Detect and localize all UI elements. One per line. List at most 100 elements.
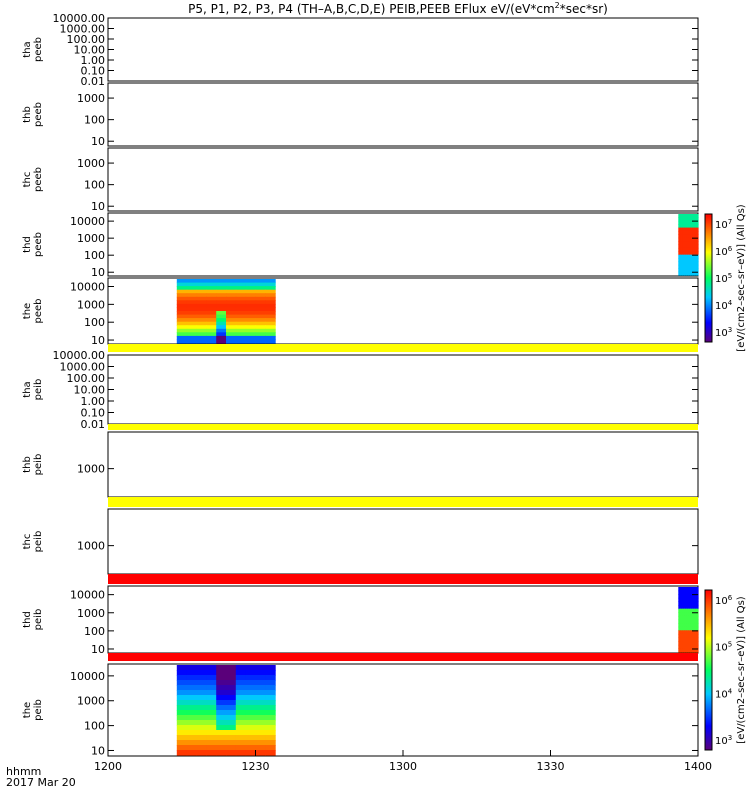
spectrogram-cell <box>226 286 237 291</box>
spectrogram-cell <box>265 685 276 691</box>
spectrogram-cell <box>696 251 699 256</box>
spectrogram-cell <box>692 214 695 218</box>
spectrogram-cell <box>226 675 237 681</box>
spectrogram-cell <box>206 335 217 341</box>
fill-flag-bar <box>108 424 698 430</box>
colorbar-tick-label: 103 <box>715 734 732 747</box>
spectrogram-cell <box>686 594 689 599</box>
y-tick-label: 10 <box>91 135 105 148</box>
spectrogram-cell <box>245 670 257 676</box>
spectrogram-cell <box>684 227 687 232</box>
spectrogram-cell <box>206 325 217 330</box>
spectrogram-cell <box>684 615 687 621</box>
spectrogram-cell <box>265 321 276 326</box>
figure-title: P5, P1, P2, P3, P4 (TH–A,B,C,D,E) PEIB,P… <box>188 1 608 16</box>
spectrogram-cell <box>692 590 695 595</box>
spectrogram-cell <box>176 303 188 309</box>
spectrogram-cell <box>226 318 237 323</box>
spectrogram-cell <box>226 740 237 746</box>
spectrogram-cell <box>692 597 695 602</box>
spectrogram-cell <box>690 619 693 624</box>
spectrogram-cell <box>235 332 247 337</box>
spectrogram-cell <box>196 279 207 284</box>
spectrogram-cell <box>226 328 237 333</box>
spectrogram-cell <box>226 314 237 319</box>
spectrogram-cell <box>696 648 699 653</box>
spectrogram-cell <box>694 623 697 628</box>
spectrogram-cell <box>226 307 237 312</box>
spectrogram-cell <box>255 318 266 323</box>
spectrogram-cell <box>688 612 691 617</box>
spectrogram-cell <box>678 237 681 242</box>
spectrogram-cell <box>692 237 695 242</box>
spectrogram-cell <box>265 720 276 726</box>
spectrogram-cell <box>196 300 207 305</box>
spectrogram-cell <box>684 590 687 595</box>
spectrogram-cell <box>678 644 681 649</box>
x-tick-label: 1330 <box>537 760 565 773</box>
spectrogram-cell <box>196 328 207 333</box>
spectrogram-cell <box>690 261 693 266</box>
spectrogram-cell <box>206 328 217 333</box>
spectrogram-cell <box>692 587 695 592</box>
spectrogram-cell <box>678 630 681 635</box>
spectrogram-cell <box>684 587 687 592</box>
spectrogram-cell <box>680 258 683 263</box>
spectrogram-cell <box>684 217 687 222</box>
spectrogram-cell <box>176 318 188 323</box>
spectrogram-cell <box>255 665 266 671</box>
spectrogram-cell <box>245 735 257 741</box>
spectrogram-cell <box>245 318 257 323</box>
spectrogram-cell <box>692 612 695 617</box>
y-tick-label: 1000 <box>77 232 105 245</box>
spectrogram-cell <box>226 300 237 305</box>
spectrogram-cell <box>245 725 257 731</box>
spectrogram-cell <box>196 311 207 316</box>
spectrogram-cell <box>694 637 697 642</box>
spectrogram-cell <box>245 300 257 305</box>
spectrogram-cell <box>694 224 697 229</box>
spectrogram-cell <box>176 300 188 305</box>
x-axis-label: hhmm <box>6 765 41 778</box>
spectrogram-cell <box>265 286 276 291</box>
spectrogram-cell <box>686 258 689 263</box>
panel-the-peeb: 10000 1000 100 10 the peeb <box>22 277 699 352</box>
spectrogram-cell <box>186 715 198 721</box>
spectrogram-cell <box>696 247 699 252</box>
spectrogram-cell <box>688 630 691 635</box>
spectrogram-cell <box>690 254 693 259</box>
spectrogram-cell <box>245 325 257 330</box>
date-label: 2017 Mar 20 <box>6 776 76 789</box>
spectrogram-cell <box>684 623 687 628</box>
spectrogram-cell <box>245 311 257 316</box>
spectrogram-cell <box>196 282 207 287</box>
y-tick-label: 1000 <box>77 463 105 476</box>
spectrogram-cell <box>678 241 681 246</box>
spectrogram-cell <box>678 626 681 631</box>
spectrogram-cell <box>196 339 207 344</box>
panel-instrument-label: peib <box>33 379 44 401</box>
spectrogram-cell <box>176 730 188 736</box>
spectrogram-cell <box>245 279 257 284</box>
spectrogram-cell <box>694 268 697 273</box>
spectrogram-cell <box>206 300 217 305</box>
spectrogram-cell <box>678 247 681 252</box>
spectrogram-cell <box>690 630 693 635</box>
spectrogram-cell <box>684 644 687 649</box>
spectrogram-cell <box>265 300 276 305</box>
y-tick-label: 10000.00 <box>53 12 106 25</box>
spectrogram-cell <box>686 623 689 628</box>
spectrogram-cell <box>186 710 198 716</box>
spectrogram-cell <box>688 227 691 232</box>
spectrogram-cell <box>206 735 217 741</box>
spectrogram-cell <box>176 710 188 716</box>
spectrogram-cell <box>692 637 695 642</box>
spectrogram-cell <box>688 271 691 276</box>
panel-frame <box>107 212 699 277</box>
spectrogram-cell <box>682 641 685 646</box>
spectrogram-cell <box>226 745 237 751</box>
spectrogram-cell <box>196 720 207 726</box>
spectrogram-cell <box>682 633 685 639</box>
spectrogram-cell <box>680 237 683 242</box>
